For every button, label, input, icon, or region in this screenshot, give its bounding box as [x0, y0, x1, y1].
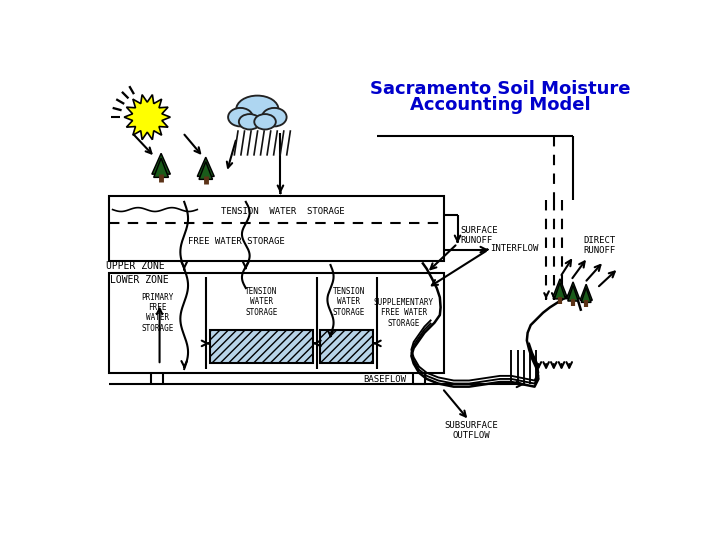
- Text: Accounting Model: Accounting Model: [410, 96, 590, 114]
- Text: TENSION  WATER  STORAGE: TENSION WATER STORAGE: [221, 207, 345, 217]
- Text: TENSION
WATER
STORAGE: TENSION WATER STORAGE: [333, 287, 365, 317]
- Polygon shape: [581, 288, 591, 302]
- Text: Sacramento Soil Moisture: Sacramento Soil Moisture: [369, 80, 630, 98]
- Ellipse shape: [262, 108, 287, 126]
- Ellipse shape: [236, 96, 279, 123]
- Text: TENSION
WATER
STORAGE: TENSION WATER STORAGE: [245, 287, 277, 317]
- Polygon shape: [567, 282, 580, 299]
- Text: FREE WATER STORAGE: FREE WATER STORAGE: [188, 238, 284, 246]
- Text: INTERFLOW: INTERFLOW: [490, 244, 539, 253]
- Bar: [109, 273, 444, 373]
- Text: UPPER ZONE: UPPER ZONE: [107, 261, 165, 271]
- Polygon shape: [152, 153, 171, 174]
- Text: LOWER ZONE: LOWER ZONE: [110, 275, 169, 285]
- Text: DIRECT
RUNOFF: DIRECT RUNOFF: [584, 236, 616, 255]
- Polygon shape: [124, 94, 171, 140]
- Ellipse shape: [239, 114, 261, 130]
- Text: PRIMARY
FREE
WATER
STORAGE: PRIMARY FREE WATER STORAGE: [141, 293, 174, 333]
- Polygon shape: [554, 283, 565, 299]
- Bar: [210, 330, 312, 363]
- Polygon shape: [153, 158, 168, 177]
- Polygon shape: [553, 279, 567, 296]
- Bar: [109, 195, 444, 261]
- Polygon shape: [568, 286, 578, 301]
- Bar: [320, 330, 373, 363]
- Polygon shape: [580, 284, 593, 300]
- Ellipse shape: [228, 108, 253, 126]
- Ellipse shape: [254, 114, 276, 130]
- Text: SUBSURFACE
OUTFLOW: SUBSURFACE OUTFLOW: [444, 421, 498, 440]
- Polygon shape: [197, 157, 215, 177]
- Text: SURFACE
RUNOFF: SURFACE RUNOFF: [461, 226, 498, 246]
- Text: SUPPLEMENTARY
FREE WATER
STORAGE: SUPPLEMENTARY FREE WATER STORAGE: [374, 298, 433, 328]
- Polygon shape: [199, 161, 212, 179]
- Text: BASEFLOW: BASEFLOW: [363, 375, 406, 384]
